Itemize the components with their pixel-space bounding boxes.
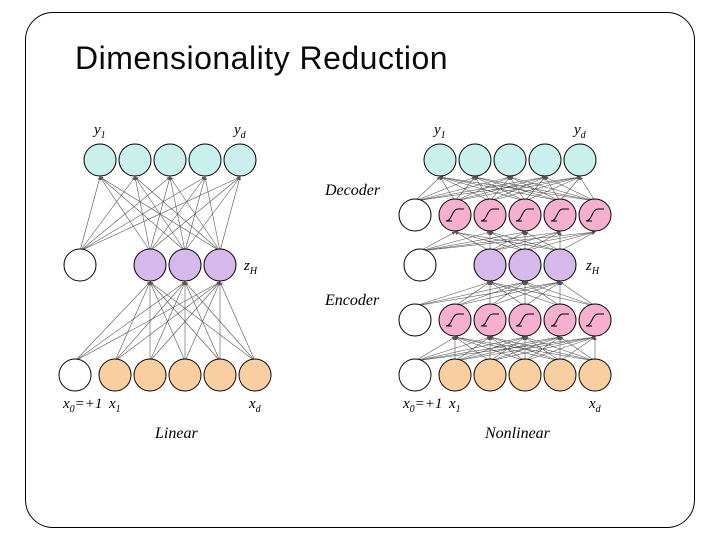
svg-text:Decoder: Decoder — [324, 182, 381, 199]
svg-text:xd: xd — [248, 396, 262, 415]
svg-text:yd: yd — [572, 122, 587, 141]
svg-text:x0=+1: x0=+1 — [62, 396, 102, 415]
svg-text:y1: y1 — [432, 122, 446, 141]
svg-text:zH: zH — [243, 258, 258, 277]
svg-text:x0=+1: x0=+1 — [402, 396, 442, 415]
svg-text:zH: zH — [585, 258, 600, 277]
svg-text:Nonlinear: Nonlinear — [484, 425, 551, 442]
svg-text:xd: xd — [588, 396, 602, 415]
svg-text:x1: x1 — [448, 396, 461, 415]
svg-text:x1: x1 — [108, 396, 121, 415]
svg-text:y1: y1 — [92, 122, 106, 141]
svg-text:Linear: Linear — [154, 425, 198, 442]
network-diagram: y1 yd zH x0=+1 x1 xd Linear Decoder Encoder y1 yd z… — [25, 100, 695, 500]
slide-title: Dimensionality Reduction — [75, 40, 448, 77]
svg-text:Encoder: Encoder — [324, 292, 380, 309]
svg-text:yd: yd — [232, 122, 247, 141]
